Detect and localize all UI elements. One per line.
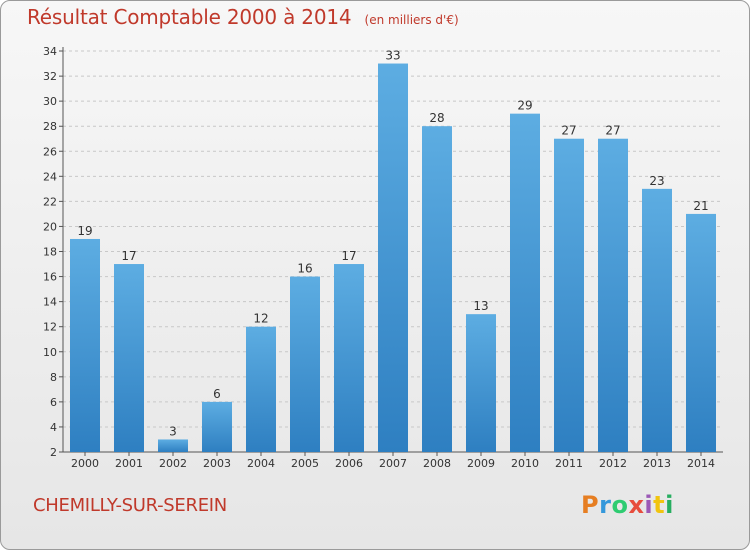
y-tick-label: 6 (50, 396, 57, 409)
y-tick-label: 8 (50, 371, 57, 384)
x-tick-label: 2008 (423, 457, 451, 470)
bar (114, 264, 144, 452)
x-tick-label: 2007 (379, 457, 407, 470)
data-label: 27 (561, 124, 576, 138)
y-tick-label: 32 (43, 70, 57, 83)
data-label: 6 (213, 387, 221, 401)
data-label: 29 (517, 99, 532, 113)
city-name: CHEMILLY-SUR-SEREIN (33, 495, 227, 516)
x-tick-label: 2006 (335, 457, 363, 470)
data-label: 33 (385, 49, 400, 63)
data-label: 27 (605, 124, 620, 138)
x-tick-label: 2004 (247, 457, 275, 470)
y-tick-label: 16 (43, 271, 57, 284)
x-tick-label: 2003 (203, 457, 231, 470)
x-tick-label: 2013 (643, 457, 671, 470)
data-label: 17 (341, 249, 356, 263)
bar (466, 314, 496, 452)
chart-title: Résultat Comptable 2000 à 2014 (27, 5, 352, 29)
bar (158, 439, 188, 452)
x-tick-label: 2001 (115, 457, 143, 470)
bar (686, 213, 716, 452)
x-tick-label: 2002 (159, 457, 187, 470)
bar (554, 138, 584, 452)
data-label: 19 (77, 224, 92, 238)
y-tick-label: 24 (43, 170, 57, 183)
logo-letter: r (599, 491, 612, 519)
y-tick-label: 22 (43, 195, 57, 208)
bar (202, 401, 232, 452)
logo-letter: P (581, 491, 600, 519)
bar (290, 276, 320, 452)
y-tick-label: 28 (43, 120, 57, 133)
proxiti-logo[interactable]: Proxiti (581, 491, 674, 519)
x-tick-label: 2000 (71, 457, 99, 470)
x-tick-label: 2010 (511, 457, 539, 470)
y-tick-label: 34 (43, 45, 57, 58)
x-tick-label: 2005 (291, 457, 319, 470)
y-tick-label: 18 (43, 246, 57, 259)
y-tick-label: 26 (43, 145, 57, 158)
bar (510, 113, 540, 452)
y-tick-label: 30 (43, 95, 57, 108)
y-tick-label: 4 (50, 421, 57, 434)
data-label: 28 (429, 111, 444, 125)
data-label: 23 (649, 174, 664, 188)
logo-letter: x (628, 491, 645, 519)
x-tick-label: 2014 (687, 457, 715, 470)
y-tick-label: 10 (43, 346, 57, 359)
logo-letter: o (611, 491, 629, 519)
x-tick-label: 2012 (599, 457, 627, 470)
y-tick-label: 2 (50, 446, 57, 459)
x-tick-label: 2011 (555, 457, 583, 470)
data-labels: 19 17 3 6 12 16 17 33 28 13 29 27 27 23 21 (77, 49, 708, 439)
bar (598, 138, 628, 452)
logo-letter: i (665, 491, 674, 519)
data-label: 3 (169, 424, 177, 438)
y-tick-label: 14 (43, 296, 57, 309)
title-row: Résultat Comptable 2000 à 2014 (en milli… (27, 5, 459, 29)
bar (334, 264, 364, 452)
logo-letter: i (644, 491, 654, 519)
data-label: 21 (693, 199, 708, 213)
y-tick-label: 20 (43, 220, 57, 233)
data-label: 17 (121, 249, 136, 263)
bar (70, 238, 100, 452)
bar (422, 126, 452, 452)
data-label: 12 (253, 312, 268, 326)
x-tick-label: 2009 (467, 457, 495, 470)
chart-subtitle: (en milliers d'€) (364, 13, 459, 27)
logo-letter: t (653, 491, 666, 519)
data-label: 13 (473, 299, 488, 313)
data-label: 16 (297, 262, 312, 276)
y-tick-label: 12 (43, 321, 57, 334)
bar (378, 63, 408, 452)
bar (246, 326, 276, 452)
bar (642, 188, 672, 452)
bars (70, 63, 716, 452)
